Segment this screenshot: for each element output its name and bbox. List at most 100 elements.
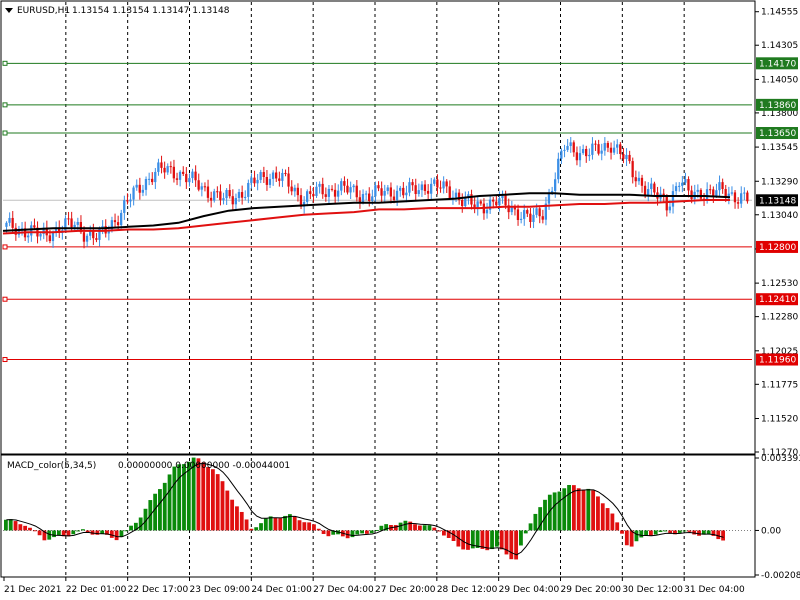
- macd-bar: [196, 458, 201, 531]
- candle-body: [14, 227, 17, 235]
- candle-body: [383, 190, 386, 196]
- candle-body: [687, 179, 690, 191]
- price-label: 1.12280: [761, 313, 798, 323]
- candle-body: [371, 196, 374, 201]
- candle-body: [712, 189, 715, 197]
- macd-bar: [427, 525, 432, 531]
- macd-bar: [138, 517, 143, 531]
- candle-body: [5, 222, 8, 227]
- ma-long-line: [2, 199, 730, 235]
- candle-body: [98, 228, 101, 240]
- macd-bar: [244, 519, 249, 531]
- candle-body: [67, 218, 70, 220]
- candle-body: [222, 198, 225, 201]
- candle-body: [510, 207, 513, 213]
- candle-body: [312, 193, 315, 197]
- candle-body: [513, 207, 516, 210]
- candle-body: [612, 147, 616, 153]
- macd-bar: [432, 527, 437, 531]
- candle-body: [566, 145, 569, 150]
- candle-body: [594, 143, 597, 145]
- macd-bar: [706, 530, 711, 535]
- candle-body: [182, 171, 185, 174]
- candle-body: [746, 192, 749, 202]
- candle-body: [271, 172, 275, 179]
- level-price-label: 1.13860: [759, 101, 796, 111]
- candle-body: [668, 206, 671, 211]
- time-label: 22 Dec 17:00: [128, 585, 189, 595]
- ohlc-values: 1.13154 1.13154 1.13147 1.13148: [72, 6, 230, 16]
- time-label: 22 Dec 01:00: [66, 585, 127, 595]
- macd-bar: [220, 481, 225, 531]
- macd-bar: [677, 530, 682, 533]
- macd-bar: [461, 530, 466, 550]
- macd-bar: [523, 530, 528, 534]
- candle-body: [368, 193, 371, 201]
- candle-body: [327, 188, 330, 197]
- level-anchor-handle[interactable]: [2, 102, 8, 108]
- candle-body: [147, 178, 151, 180]
- candle-body: [250, 177, 253, 183]
- macd-bar: [567, 484, 571, 531]
- candle-body: [27, 235, 30, 238]
- macd-bar: [605, 508, 610, 531]
- macd-bar: [292, 516, 297, 531]
- candle-body: [395, 190, 399, 201]
- candle-body: [197, 180, 200, 190]
- chart-menu-triangle-icon[interactable]: [5, 8, 13, 13]
- macd-bar: [615, 522, 620, 531]
- candle-body: [470, 194, 473, 205]
- candle-body: [175, 178, 179, 180]
- macd-bar: [697, 530, 701, 536]
- candle-body: [736, 202, 740, 204]
- macd-bar: [28, 527, 32, 531]
- macd-bar: [8, 519, 13, 531]
- level-anchor-handle[interactable]: [2, 130, 8, 136]
- candle-body: [684, 179, 687, 183]
- level-anchor-handle[interactable]: [2, 60, 8, 66]
- candle-body: [464, 197, 467, 207]
- macd-bar: [249, 528, 254, 531]
- macd-bar: [687, 530, 692, 532]
- candle-body: [436, 179, 439, 188]
- candle-body: [740, 193, 743, 204]
- macd-bar: [470, 530, 475, 549]
- candle-body: [433, 179, 436, 184]
- level-anchor-handle[interactable]: [2, 357, 8, 363]
- macd-bar: [490, 530, 494, 550]
- macd-bar: [398, 522, 403, 531]
- macd-indicator-label: MACD_color(5,34,5): [7, 461, 96, 471]
- candle-body: [557, 158, 560, 180]
- macd-bar: [153, 493, 158, 531]
- macd-bar: [109, 530, 114, 538]
- candle-body: [634, 177, 637, 182]
- candle-body: [473, 204, 476, 209]
- macd-bar: [374, 529, 379, 531]
- time-label: 29 Dec 04:00: [499, 585, 560, 595]
- candle-body: [206, 186, 210, 198]
- macd-bar: [451, 530, 456, 542]
- macd-bar: [648, 530, 653, 537]
- macd-bar: [446, 530, 451, 538]
- candle-body: [281, 172, 284, 181]
- candle-body: [138, 184, 141, 193]
- candle-body: [606, 142, 609, 148]
- macd-indicator-values: 0.00000000 0.00000000 -0.00044001: [118, 461, 290, 471]
- horizontal-levels[interactable]: [2, 60, 752, 363]
- macd-bar: [283, 515, 287, 531]
- level-anchor-handle[interactable]: [2, 296, 8, 302]
- macd-bar: [312, 524, 316, 531]
- level-anchor-handle[interactable]: [2, 244, 8, 250]
- macd-bar: [167, 474, 172, 531]
- macd-bar: [206, 467, 210, 531]
- candle-body: [457, 192, 461, 200]
- macd-bar: [230, 499, 235, 531]
- candle-body: [575, 152, 578, 161]
- candle-body: [405, 192, 408, 196]
- candle-body: [79, 221, 82, 233]
- level-price-label: 1.14170: [759, 59, 796, 69]
- candle-body: [191, 171, 194, 179]
- candle-body: [724, 189, 727, 198]
